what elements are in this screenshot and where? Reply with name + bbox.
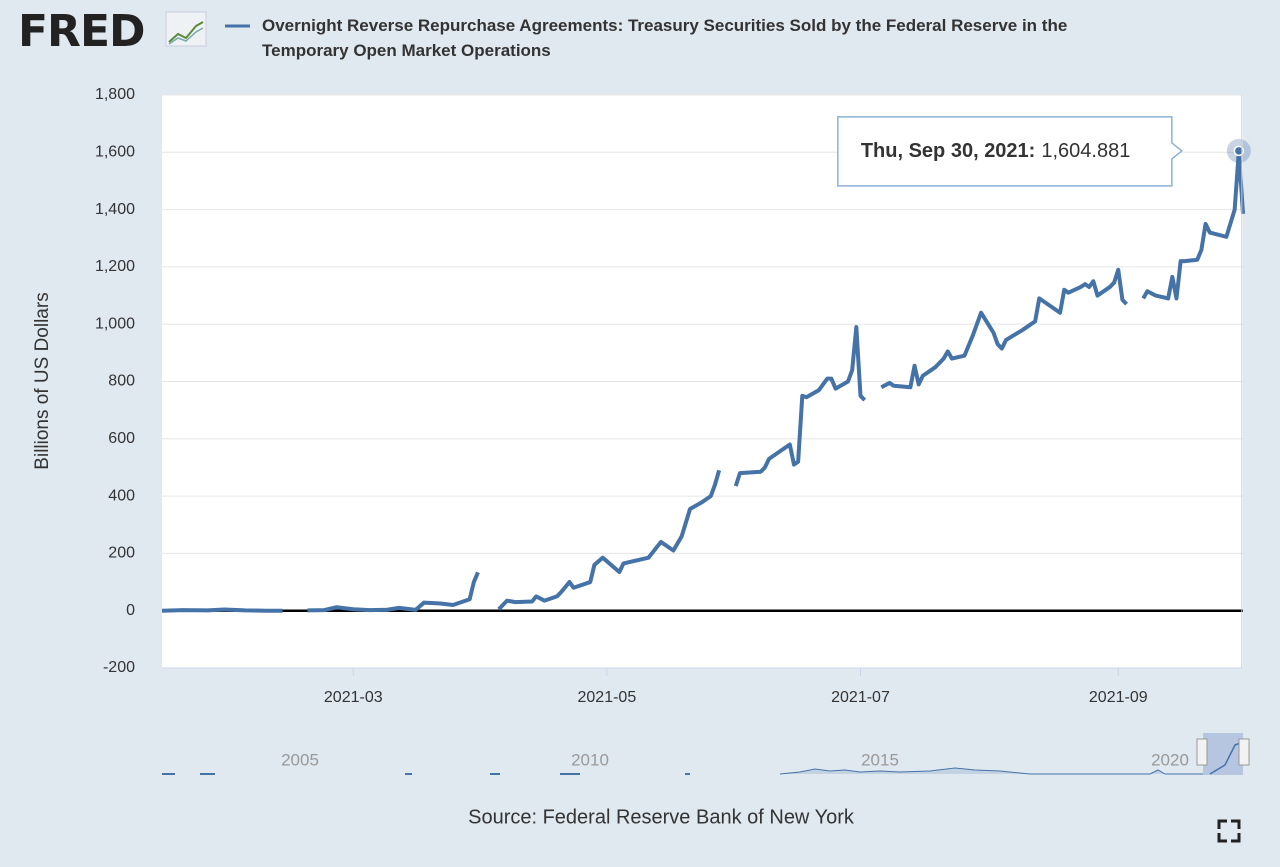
hover-point: [1233, 145, 1245, 157]
series-line: [880, 267, 1129, 390]
y-tick-label: 1,200: [95, 258, 135, 275]
legend-title: Overnight Reverse Repurchase Agreements:…: [262, 16, 1068, 60]
y-tick-label: 1,600: [95, 144, 135, 161]
y-tick-label: 1,400: [95, 201, 135, 218]
tooltip-value: 1,604.881: [1041, 140, 1130, 162]
tooltip-text: Thu, Sep 30, 2021: 1,604.881: [861, 140, 1131, 162]
navigator-label: 2020: [1151, 750, 1189, 769]
y-tick-label: 800: [108, 373, 135, 390]
navigator: [162, 733, 1243, 775]
y-tick-label: 400: [108, 487, 135, 504]
logo-line: [168, 21, 204, 43]
navigator-handle[interactable]: [1196, 738, 1208, 766]
y-tick-label: -200: [103, 659, 135, 676]
fullscreen-icon[interactable]: [1217, 819, 1241, 843]
navigator-selection[interactable]: [1203, 733, 1243, 775]
y-tick-label: 1,800: [95, 86, 135, 103]
x-tick-label: 2021-09: [1089, 689, 1148, 706]
x-tick-label: 2021-07: [831, 689, 890, 706]
series-line: [161, 607, 283, 613]
series-line: [1141, 148, 1245, 301]
series-line: [497, 469, 722, 611]
series-line: [733, 325, 867, 487]
y-tick-label: 1,000: [95, 315, 135, 332]
y-tick-label: 200: [108, 545, 135, 562]
y-tick-label: 600: [108, 430, 135, 447]
navigator-label: 2015: [861, 750, 899, 769]
navigator-label: 2005: [281, 750, 319, 769]
navigator-handle[interactable]: [1238, 738, 1250, 766]
navigator-series: [779, 767, 1203, 775]
tooltip-date: Thu, Sep 30, 2021:: [861, 140, 1036, 162]
logo-line: [168, 27, 204, 45]
x-tick-label: 2021-03: [324, 689, 383, 706]
y-tick-label: 0: [126, 602, 135, 619]
source: Source: Federal Reserve Bank of New York: [468, 806, 855, 828]
tooltip-box: [837, 116, 1184, 187]
series-line: [307, 571, 480, 613]
y-axis-label: Billions of US Dollars: [32, 292, 53, 469]
fullscreen-icon[interactable]: [1217, 819, 1241, 843]
navigator-label: 2010: [571, 750, 609, 769]
logo: FRED: [18, 6, 146, 57]
x-tick-label: 2021-05: [578, 689, 637, 706]
logo-icon: [165, 11, 207, 47]
